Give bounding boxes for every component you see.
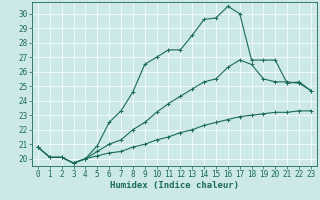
X-axis label: Humidex (Indice chaleur): Humidex (Indice chaleur) — [110, 181, 239, 190]
